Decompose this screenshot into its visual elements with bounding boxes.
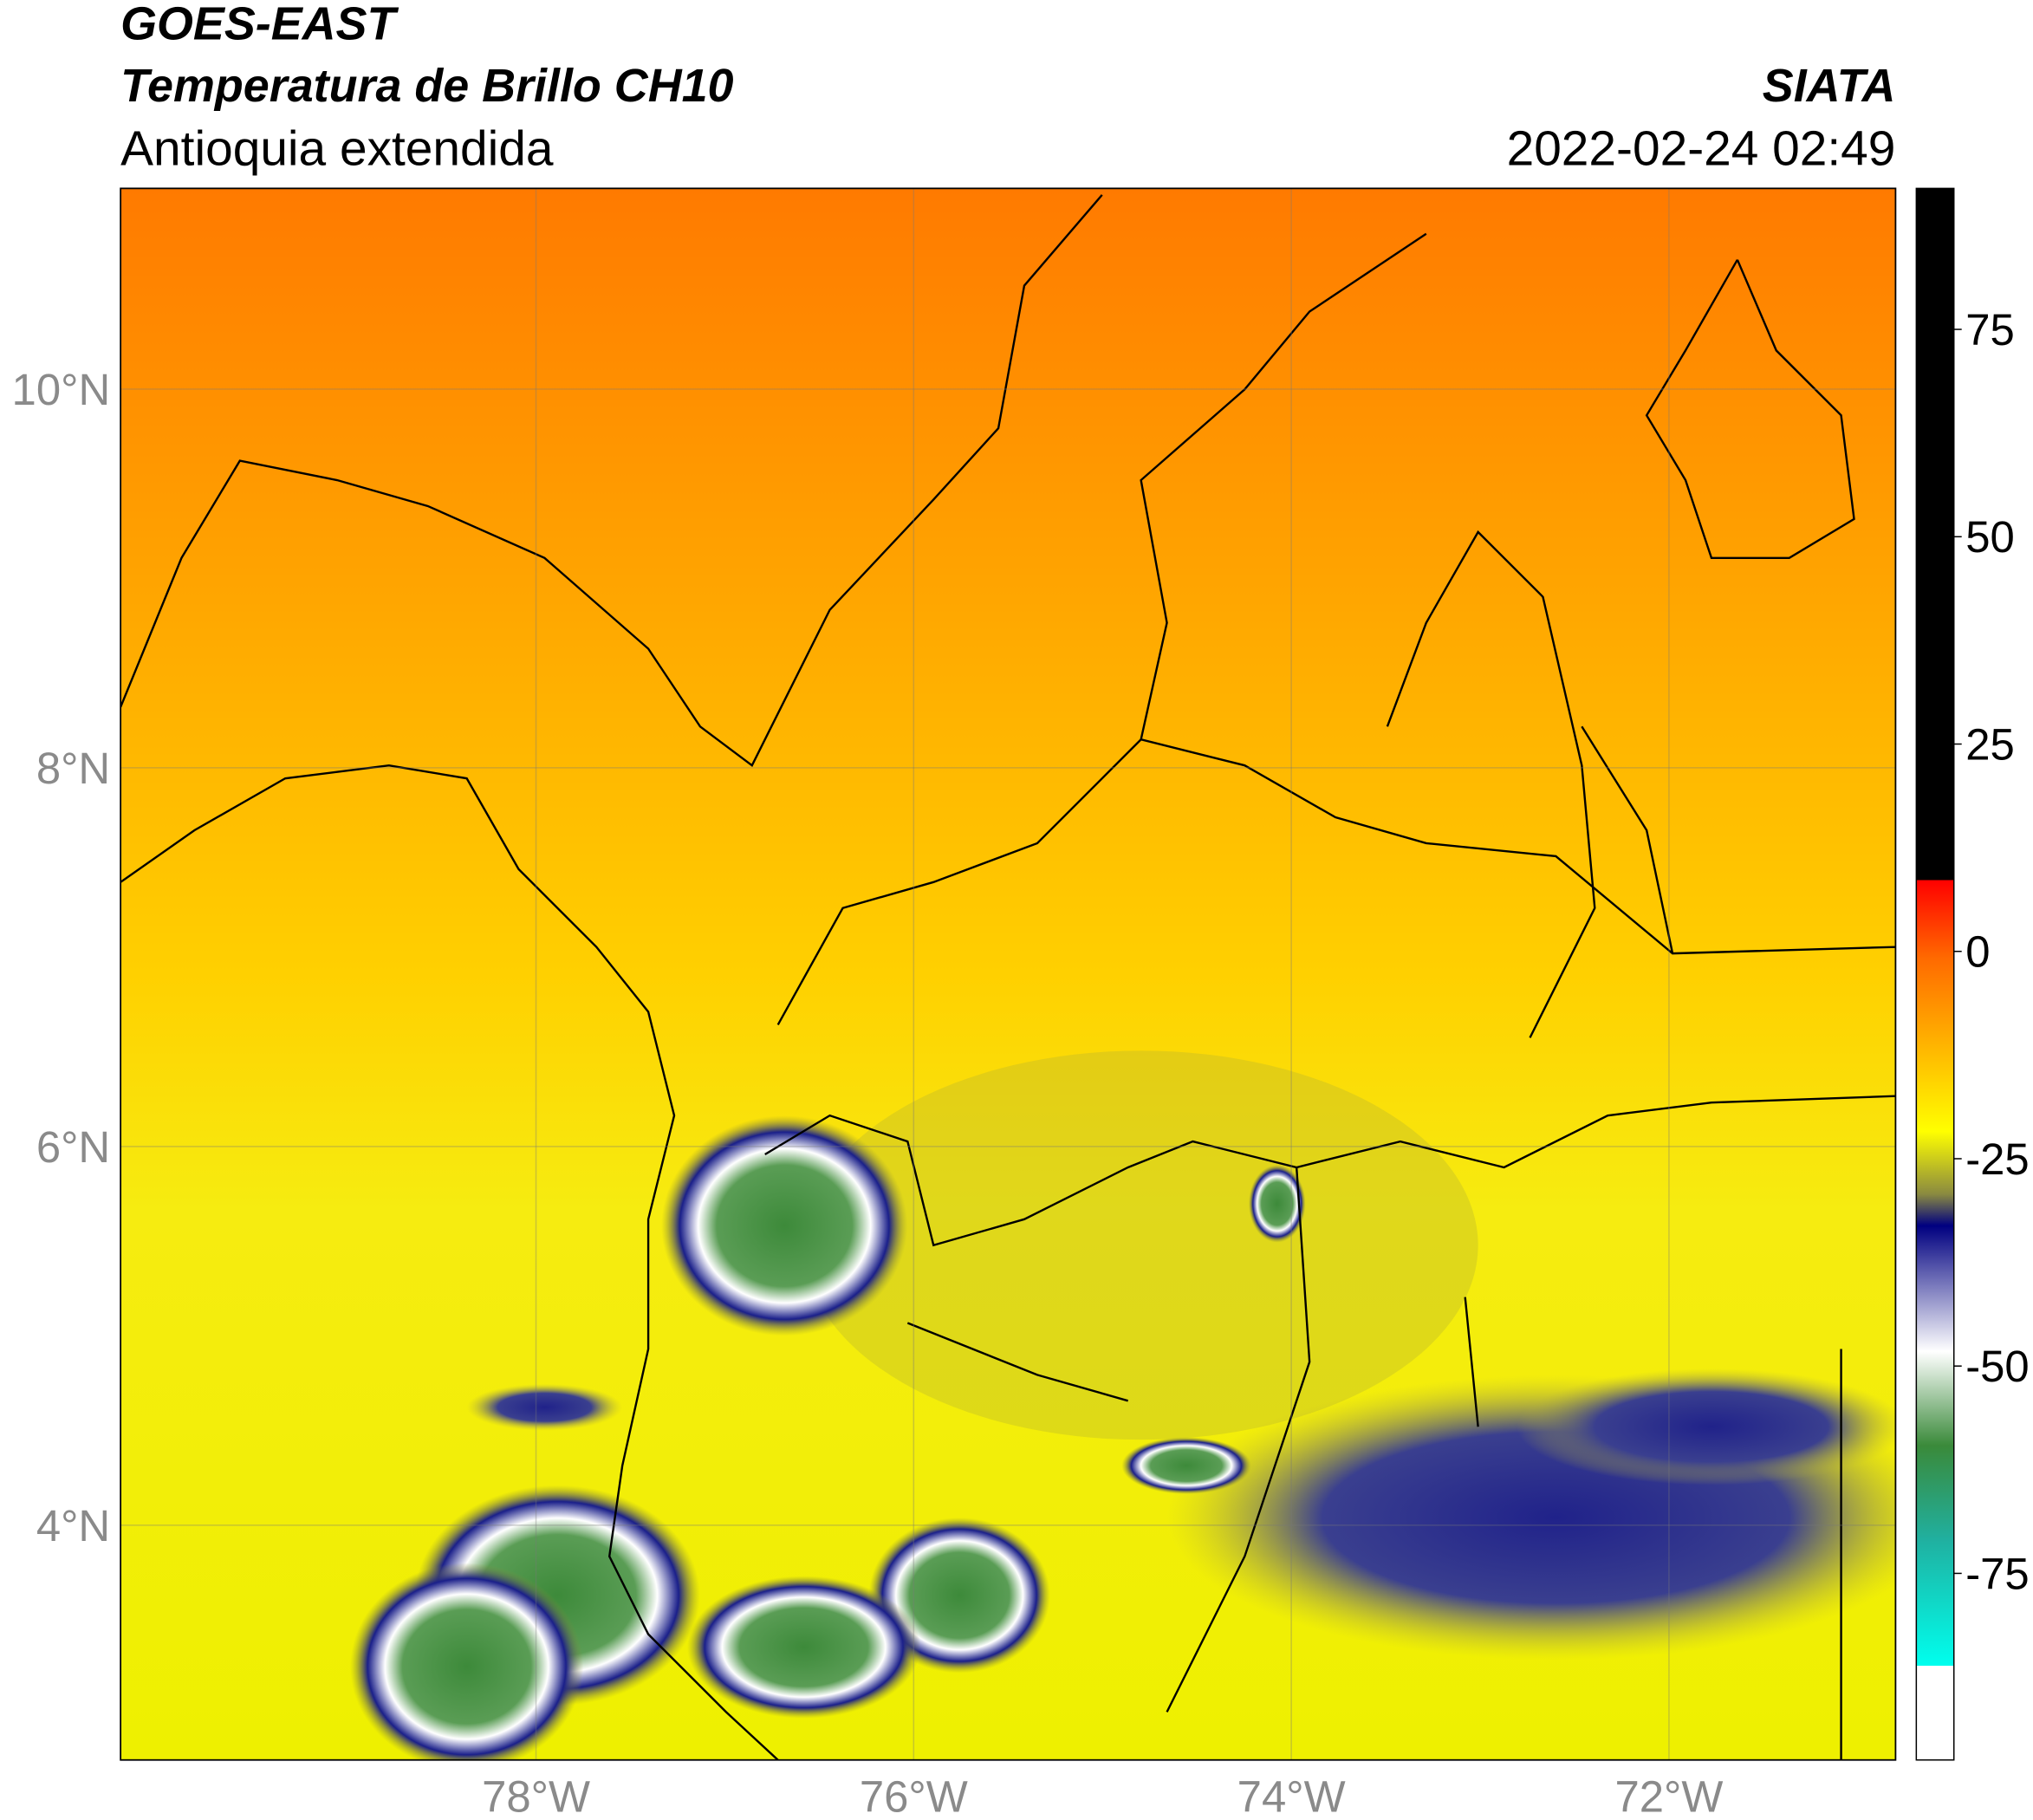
cloud-band [466,1383,623,1431]
lake-coast [1645,259,1855,559]
convective-cell [661,1115,908,1336]
colorbar-tick-label: 25 [1965,719,2015,769]
colorbar-tick-label: 50 [1965,512,2015,562]
coastline [120,194,1103,1760]
convective-cell [1248,1164,1306,1243]
map-image [120,188,1896,1760]
cloud-band [803,1050,1478,1440]
datetime: 2022-02-24 02:49 [1507,121,1896,176]
lat-tick-label: 4°N [36,1501,110,1550]
lat-tick-label: 8°N [36,744,110,793]
colorbar-tick-label: 75 [1965,305,2015,354]
lon-tick-label: 74°W [1237,1772,1346,1820]
lat-tick-label: 6°N [36,1122,110,1172]
title: GOES-EAST [120,0,399,49]
colorbar-tick-label: -75 [1965,1549,2030,1598]
convective-cell [350,1563,584,1760]
lon-tick-label: 72°W [1614,1772,1723,1820]
colorbar-tick-label: -50 [1965,1342,2030,1391]
colorbar-tick-label: 0 [1965,927,1990,977]
map-frame [120,187,1897,1761]
lat-tick-label: 10°N [12,365,111,414]
lon-tick-label: 78°W [482,1772,590,1820]
lon-tick-label: 76°W [860,1772,968,1820]
region: Antioquia extendida [120,121,554,176]
convective-cell [686,1576,921,1719]
admin-border [764,232,1896,1760]
graticule [120,188,1896,1760]
subtitle: Temperatura de Brillo CH10 [120,60,733,112]
convective-cell [1121,1437,1251,1495]
colorbar-ticks: 75 50 25 0 -25 -50 -75 [1953,305,2030,1598]
colorbar [1915,187,1955,1761]
colorbar-tick-label: -25 [1965,1134,2030,1184]
cloud-band [1517,1368,1896,1485]
organization: SIATA [1763,60,1896,112]
